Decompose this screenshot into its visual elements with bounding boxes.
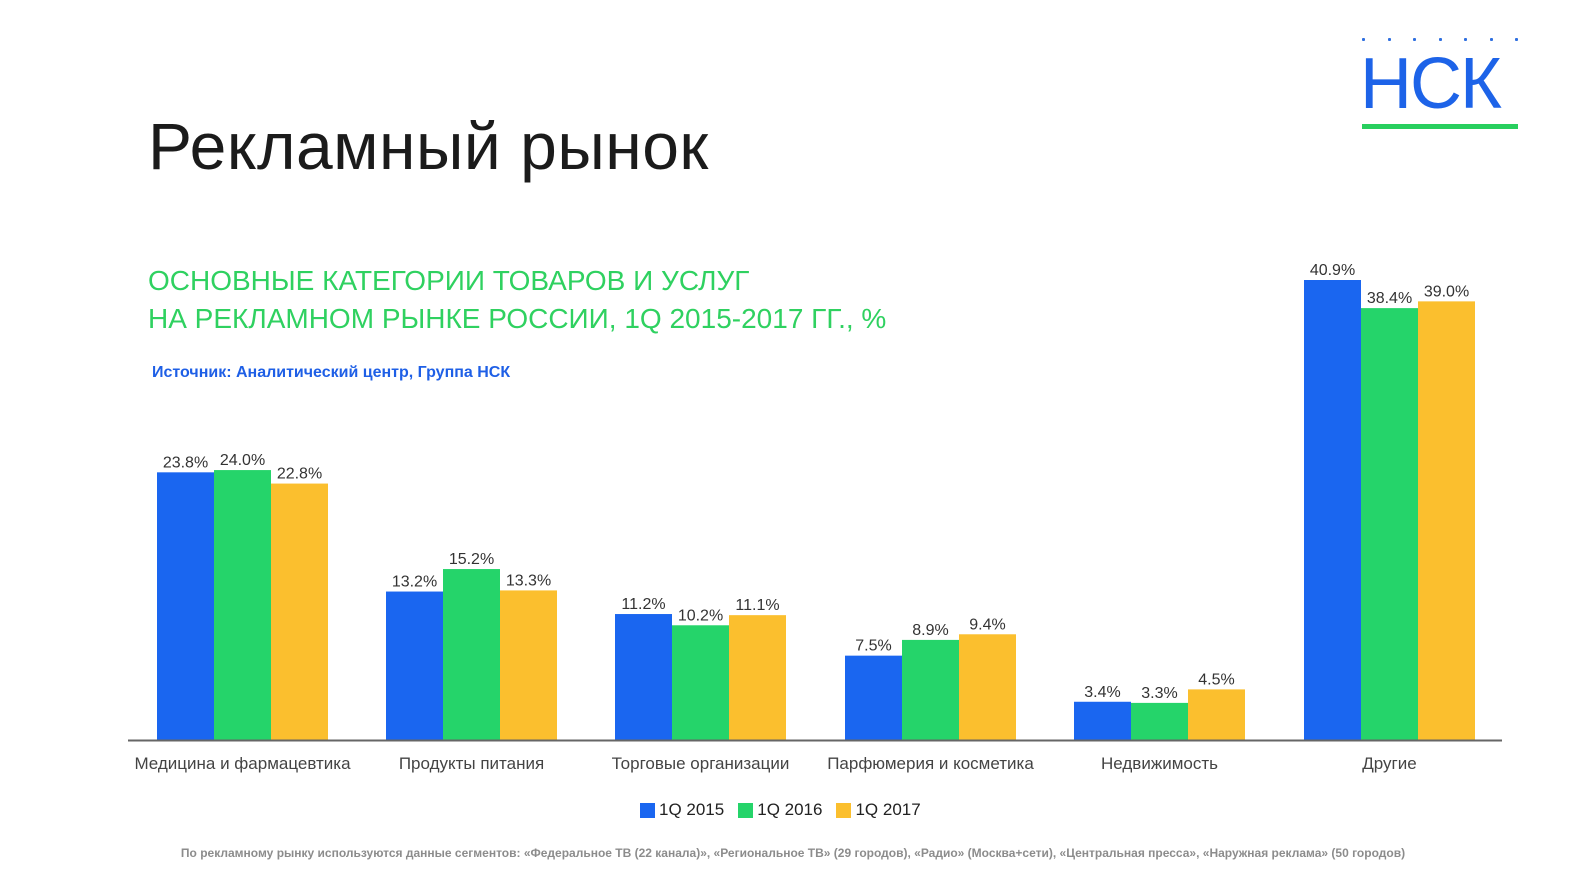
legend-swatch-2	[738, 802, 754, 818]
data-label-3-series-3: 11.1%	[735, 597, 779, 614]
data-label-1-series-1: 23.8%	[163, 454, 208, 471]
data-label-1-series-2: 24.0%	[220, 452, 265, 469]
data-label-2-series-3: 13.3%	[506, 572, 551, 589]
data-label-5-series-3: 4.5%	[1198, 671, 1234, 688]
bar-1-series-2	[214, 470, 271, 740]
category-label-6: Другие	[1362, 754, 1416, 773]
data-label-1-series-3: 22.8%	[277, 466, 322, 483]
data-label-5-series-1: 3.4%	[1084, 684, 1120, 701]
footnote: По рекламному рынку используются данные …	[180, 846, 1406, 860]
chart-subtitle: ОСНОВНЫЕ КАТЕГОРИИ ТОВАРОВ И УСЛУГ НА РЕ…	[148, 262, 886, 338]
category-label-1: Медицина и фармацевтика	[134, 754, 351, 773]
data-label-6-series-3: 39.0%	[1424, 283, 1469, 300]
data-label-4-series-2: 8.9%	[912, 622, 948, 639]
bar-4-series-1	[845, 655, 902, 740]
logo-text: НСК	[1360, 44, 1502, 124]
data-label-2-series-2: 15.2%	[449, 551, 494, 568]
bar-1-series-1	[157, 472, 214, 740]
bar-3-series-1	[615, 614, 672, 740]
bar-5-series-2	[1131, 702, 1188, 740]
bar-2-series-2	[443, 569, 500, 740]
data-label-4-series-3: 9.4%	[969, 616, 1005, 633]
data-label-5-series-2: 3.3%	[1141, 685, 1177, 702]
company-logo: НСК	[1360, 38, 1518, 130]
data-label-2-series-1: 13.2%	[392, 574, 437, 591]
category-label-2: Продукты питания	[399, 754, 544, 773]
category-label-4: Парфюмерия и косметика	[827, 754, 1034, 773]
bar-3-series-2	[672, 625, 729, 740]
chart-subtitle-line-1: ОСНОВНЫЕ КАТЕГОРИИ ТОВАРОВ И УСЛУГ	[148, 265, 750, 296]
bar-2-series-1	[386, 591, 443, 740]
chart-legend: 1Q 2015 1Q 2016 1Q 2017	[640, 800, 925, 820]
legend-label-2: 1Q 2016	[757, 800, 823, 819]
chart-subtitle-line-2: НА РЕКЛАМНОМ РЫНКЕ РОССИИ, 1Q 2015-2017 …	[148, 303, 887, 334]
bar-1-series-3	[271, 483, 328, 740]
source-note: Источник: Аналитический центр, Группа НС…	[152, 364, 511, 381]
bar-3-series-3	[729, 615, 786, 740]
legend-item-3: 1Q 2017	[836, 800, 921, 820]
data-label-6-series-1: 40.9%	[1310, 262, 1355, 279]
data-label-4-series-1: 7.5%	[855, 638, 891, 655]
bar-6-series-1	[1304, 280, 1361, 740]
bar-6-series-2	[1361, 308, 1418, 740]
data-label-3-series-2: 10.2%	[678, 607, 723, 624]
bar-5-series-1	[1074, 701, 1131, 740]
legend-label-3: 1Q 2017	[855, 800, 921, 819]
data-label-6-series-2: 38.4%	[1367, 290, 1412, 307]
bar-4-series-2	[902, 639, 959, 740]
legend-item-1: 1Q 2015	[640, 800, 724, 820]
page-title: Рекламный рынок	[148, 109, 709, 183]
legend-item-2: 1Q 2016	[738, 800, 822, 820]
bar-5-series-3	[1188, 689, 1245, 740]
data-label-3-series-1: 11.2%	[621, 596, 665, 613]
logo-dots	[1362, 38, 1518, 44]
legend-swatch-3	[836, 802, 852, 818]
legend-label-1: 1Q 2015	[659, 800, 725, 819]
bar-2-series-3	[500, 590, 557, 740]
bar-6-series-3	[1418, 301, 1475, 740]
category-label-5: Недвижимость	[1101, 754, 1218, 773]
legend-swatch-1	[640, 802, 655, 818]
bar-4-series-3	[959, 634, 1016, 740]
logo-underline	[1362, 124, 1518, 129]
category-label-3: Торговые организации	[612, 754, 790, 773]
